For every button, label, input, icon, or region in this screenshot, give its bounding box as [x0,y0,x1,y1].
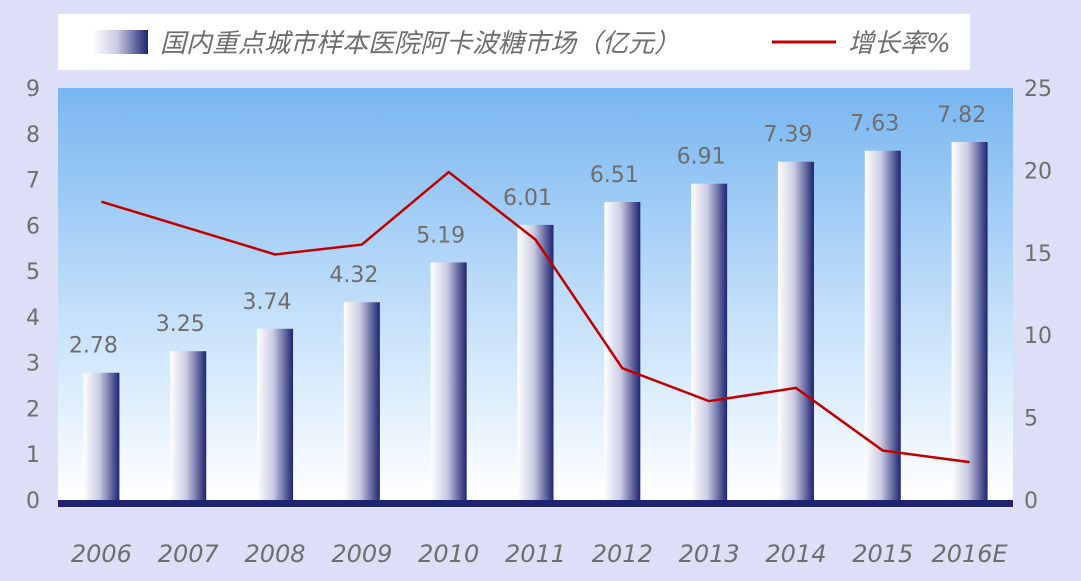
right-tick-label: 15 [1024,242,1052,267]
bar-value-label: 6.01 [503,186,552,211]
left-tick-label: 2 [26,397,40,422]
left-tick-label: 9 [26,77,40,102]
bar-value-label: 5.19 [416,223,465,248]
bar-value-label: 6.91 [677,145,726,170]
right-tick-label: 20 [1024,159,1052,184]
left-tick-label: 1 [26,443,40,468]
category-label: 2013 [679,540,740,568]
legend-bar-label: 国内重点城市样本医院阿卡波糖市场（亿元） [160,29,680,59]
category-label: 2012 [592,540,653,568]
right-tick-label: 0 [1024,489,1038,514]
category-label: 2008 [245,540,306,568]
category-label: 2015 [852,540,913,568]
bar-value-label: 4.32 [329,263,378,288]
right-tick-label: 10 [1024,324,1052,349]
bar-value-label: 7.63 [850,112,899,137]
bar [864,150,901,500]
legend-line-label: 增长率% [848,29,951,59]
category-label: 2016E [931,540,1008,568]
legend-bar-swatch [92,30,148,54]
bar [430,262,467,500]
category-label: 2010 [418,540,479,568]
x-axis-floor [58,500,1013,507]
left-tick-label: 3 [26,352,40,377]
left-tick-label: 4 [26,306,40,331]
category-label: 2011 [505,540,566,568]
category-label: 2006 [71,540,132,568]
bar [951,142,988,501]
growth-rate-series [101,170,970,464]
bar-series [83,142,988,501]
bar [343,302,380,500]
left-tick-label: 0 [26,489,40,514]
bar [777,161,814,501]
left-tick-label: 6 [26,214,40,239]
bar-value-label: 3.74 [243,290,292,315]
category-label: 2014 [765,540,826,568]
bar-value-label: 3.25 [156,312,205,337]
right-tick-label: 25 [1024,77,1052,102]
right-tick-label: 5 [1024,407,1038,432]
bar [691,183,728,501]
category-label: 2007 [158,540,220,568]
bar [83,372,120,500]
bar [257,328,294,500]
left-tick-label: 8 [26,123,40,148]
category-label: 2009 [331,540,392,568]
left-tick-label: 7 [26,169,40,194]
bar [517,224,554,500]
bar-value-label: 2.78 [69,334,118,359]
bar-value-label: 6.51 [590,163,639,188]
right-axis: 0 5 10 15 20 25 [1024,77,1052,514]
left-tick-label: 5 [26,260,40,285]
bar-data-labels: 2.78 3.25 3.74 4.32 5.19 6.01 6.51 6.91 7.39 7.63… [69,103,986,359]
bar-value-label: 7.82 [937,103,986,128]
bar-value-label: 7.39 [763,123,812,148]
left-axis: 0 1 2 3 4 5 6 7 8 9 [26,77,40,514]
bar [170,351,207,500]
x-axis: 2006 2007 2008 2009 2010 2011 2012 2013 2014 2015… [71,540,1009,568]
